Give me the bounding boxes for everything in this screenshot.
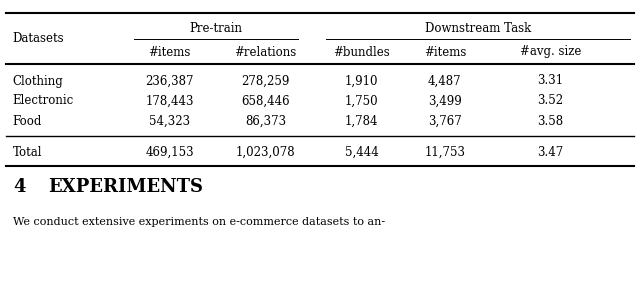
Text: 3,767: 3,767 [428,114,461,128]
Text: Electronic: Electronic [13,95,74,107]
Text: Total: Total [13,145,42,159]
Text: 278,259: 278,259 [241,75,290,88]
Text: 1,750: 1,750 [345,95,378,107]
Text: Downstream Task: Downstream Task [425,21,532,35]
Text: Food: Food [13,114,42,128]
Text: Clothing: Clothing [13,75,63,88]
Text: #items: #items [148,45,191,58]
Text: 658,446: 658,446 [241,95,290,107]
Text: 1,784: 1,784 [345,114,378,128]
Text: 5,444: 5,444 [345,145,378,159]
Text: 3.47: 3.47 [537,145,564,159]
Text: 4,487: 4,487 [428,75,461,88]
Text: 178,443: 178,443 [145,95,194,107]
Text: 3,499: 3,499 [428,95,461,107]
Text: #bundles: #bundles [333,45,390,58]
Text: Datasets: Datasets [13,32,65,45]
Text: 3.52: 3.52 [538,95,563,107]
Text: #relations: #relations [234,45,297,58]
Text: Pre-train: Pre-train [189,21,243,35]
Text: 3.58: 3.58 [538,114,563,128]
Text: 11,753: 11,753 [424,145,465,159]
Text: 4: 4 [13,178,26,196]
Text: 469,153: 469,153 [145,145,194,159]
Text: EXPERIMENTS: EXPERIMENTS [48,178,203,196]
Text: 54,323: 54,323 [149,114,190,128]
Text: #avg. size: #avg. size [520,45,581,58]
Text: 236,387: 236,387 [145,75,194,88]
Text: 1,023,078: 1,023,078 [236,145,296,159]
Text: 1,910: 1,910 [345,75,378,88]
Text: We conduct extensive experiments on e-commerce datasets to an-: We conduct extensive experiments on e-co… [13,217,385,227]
Text: 3.31: 3.31 [538,75,563,88]
Text: #items: #items [424,45,466,58]
Text: 86,373: 86,373 [245,114,286,128]
